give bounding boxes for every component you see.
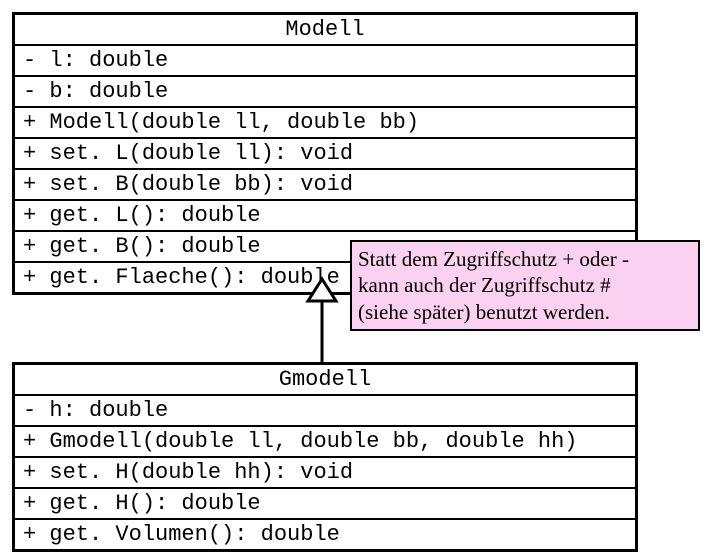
class-title: Gmodell	[15, 365, 635, 396]
class-member: + set. B(double bb): void	[15, 170, 635, 201]
note-line: kann auch der Zugriffschutz #	[358, 272, 692, 298]
class-member: - l: double	[15, 46, 635, 77]
note-line: (siehe später) benutzt werden.	[358, 299, 692, 325]
uml-class-gmodell: Gmodell - h: double + Gmodell(double ll,…	[12, 362, 638, 552]
annotation-note: Statt dem Zugriffschutz + oder - kann au…	[350, 240, 700, 331]
class-title: Modell	[15, 15, 635, 46]
class-member: + Gmodell(double ll, double bb, double h…	[15, 427, 635, 458]
class-member: - b: double	[15, 77, 635, 108]
class-member: + get. L(): double	[15, 201, 635, 232]
class-member: - h: double	[15, 396, 635, 427]
class-member: + set. L(double ll): void	[15, 139, 635, 170]
class-member: + get. H(): double	[15, 489, 635, 520]
class-member: + set. H(double hh): void	[15, 458, 635, 489]
note-line: Statt dem Zugriffschutz + oder -	[358, 246, 692, 272]
class-member: + get. Volumen(): double	[15, 520, 635, 549]
uml-inheritance-diagram: Modell - l: double - b: double + Modell(…	[12, 12, 708, 528]
class-member: + Modell(double ll, double bb)	[15, 108, 635, 139]
